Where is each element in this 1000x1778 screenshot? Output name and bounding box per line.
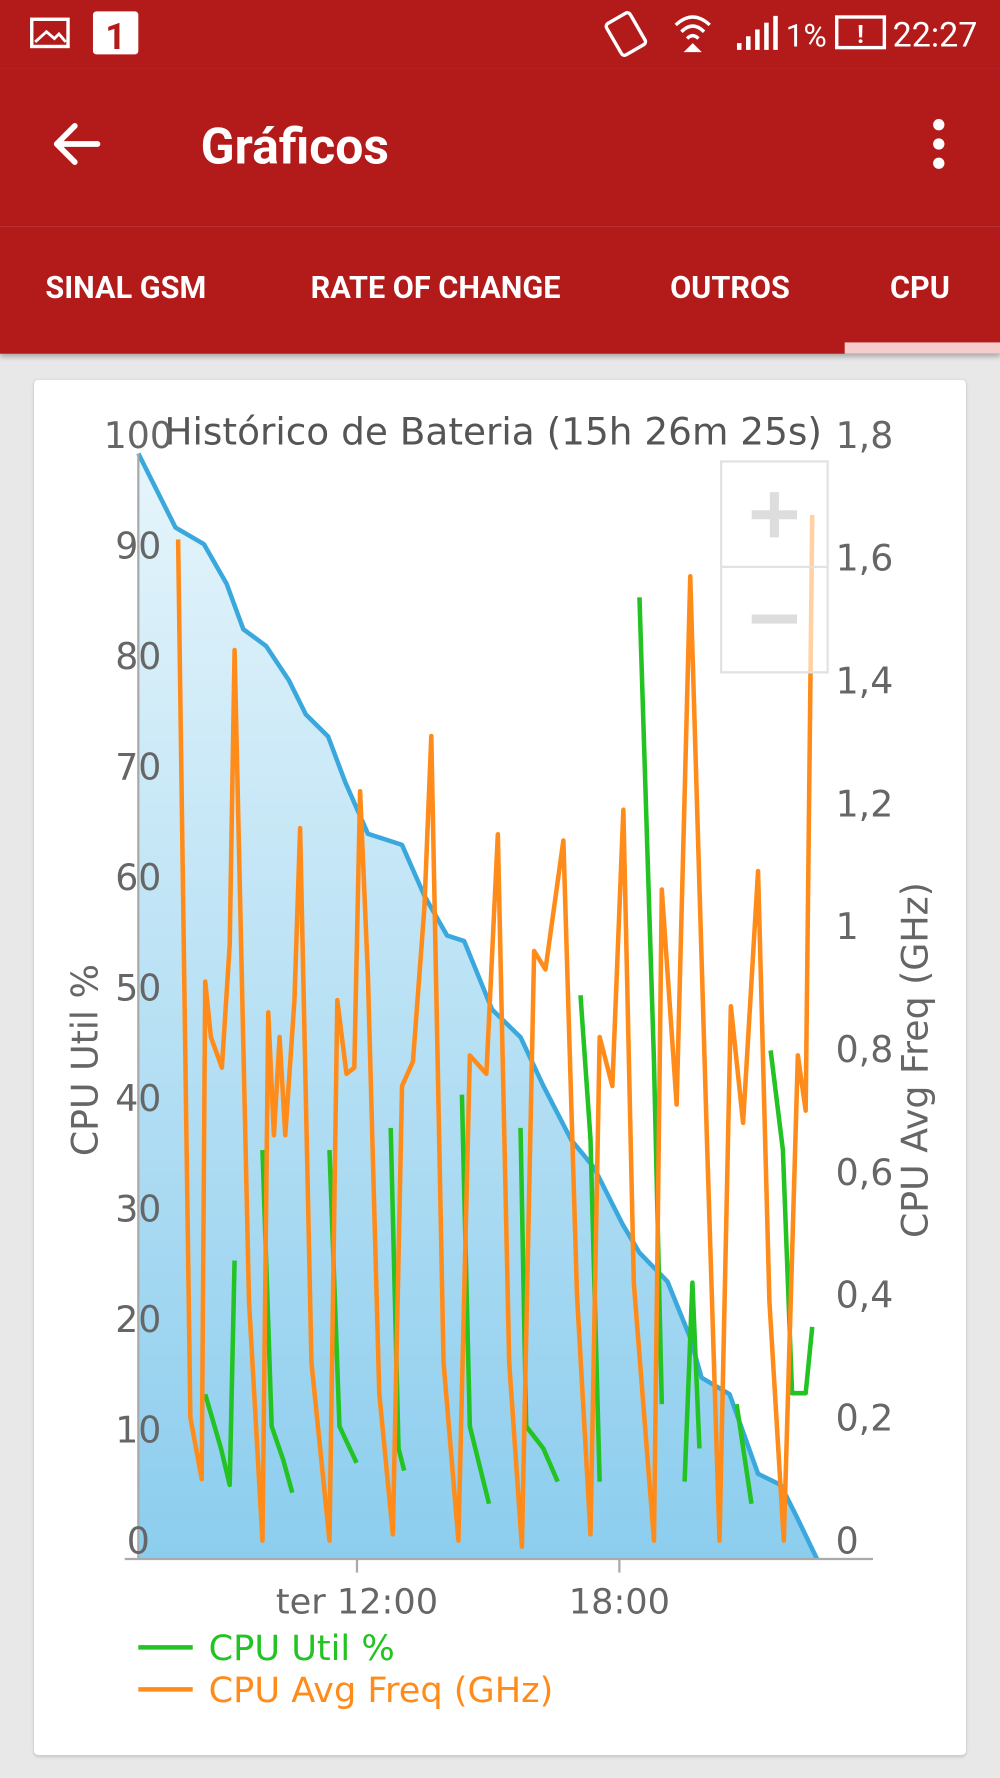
tab[interactable]: OUTROS [670, 269, 790, 307]
back-button[interactable] [53, 123, 101, 165]
gallery-icon [30, 17, 70, 49]
toolbar-title: Gráficos [201, 118, 389, 176]
y2-tick-label: 0,6 [836, 1151, 894, 1194]
line [175, 514, 815, 1549]
y2-tick-label: 0 [836, 1519, 859, 1562]
battery-icon [835, 15, 887, 50]
zoom-in[interactable] [751, 492, 798, 538]
y2-tick-label: 1 [836, 905, 859, 948]
wifi-arrows [683, 43, 702, 53]
y2-tick-label: 1,6 [836, 537, 894, 580]
y2-tick-label: 0,4 [836, 1274, 894, 1317]
menu-button[interactable] [933, 119, 945, 169]
y2-tick-label: 0,8 [836, 1028, 894, 1071]
zoom-controls [719, 460, 829, 674]
line [203, 597, 815, 1505]
signal-icon [736, 15, 778, 50]
tab[interactable]: SINAL GSM [45, 269, 207, 307]
chart-card: Histórico de Bateria (15h 26m 25s) CPU U… [34, 379, 966, 1756]
legend-label: CPU Avg Freq (GHz) [209, 1670, 554, 1711]
tab[interactable]: RATE OF CHANGE [310, 269, 561, 307]
tab-selected[interactable]: CPU [890, 269, 950, 307]
y-tick-label: 50 [115, 967, 161, 1010]
vibrate-icon [604, 11, 648, 57]
y-tick-label: 0 [127, 1519, 150, 1562]
y2-tick-label: 1,2 [836, 782, 894, 825]
y-tick-label: 10 [115, 1409, 161, 1452]
y-tick-label: 70 [115, 745, 161, 788]
x-tick-label: ter 12:00 [276, 1581, 438, 1622]
toolbar-icons: Gráficos [53, 118, 945, 176]
battery-percent: 1% [786, 17, 827, 54]
chart: Histórico de Bateria (15h 26m 25s) CPU U… [64, 409, 937, 1711]
y-tick-label: 100 [104, 414, 173, 457]
toolbar: Gráficos [0, 68, 1000, 227]
wifi-icon [674, 15, 711, 40]
status-bar: 1 1% ! 22:27 [0, 0, 1000, 69]
y-tick-label: 20 [115, 1298, 161, 1341]
y2-tick-label: 1,8 [836, 414, 894, 457]
battery-warning: ! [857, 21, 864, 50]
y-tick-label: 60 [115, 856, 161, 899]
plot-area: ter 12:00 18:00 0 10 20 30 40 50 60 70 80 90 100 0 0,2… [104, 414, 894, 1711]
notification-icon [92, 11, 139, 55]
y-tick-label: 90 [115, 524, 161, 567]
y2-axis-title: CPU Avg Freq (GHz) [893, 882, 936, 1238]
notification-count: 1 [105, 15, 126, 58]
tab-bar: SINAL GSM RATE OF CHANGE OUTROS CPU [0, 226, 1000, 354]
y2-tick-label: 0,2 [836, 1396, 894, 1439]
y-tick-label: 30 [115, 1188, 161, 1231]
legend-label: CPU Util % [209, 1628, 395, 1669]
clock: 22:27 [893, 15, 978, 55]
y-axis-title: CPU Util % [64, 964, 107, 1156]
tab-indicator [844, 342, 1000, 354]
status-icons: 1 1% ! 22:27 [30, 11, 978, 58]
line [136, 452, 820, 1560]
gallery-icon-detail [34, 29, 67, 44]
y-tick-label: 80 [115, 635, 161, 678]
x-tick-label: 18:00 [569, 1581, 670, 1622]
y-tick-label: 40 [115, 1077, 161, 1120]
y2-tick-label: 1,4 [836, 660, 894, 703]
chart-title: Histórico de Bateria (15h 26m 25s) [164, 409, 822, 453]
